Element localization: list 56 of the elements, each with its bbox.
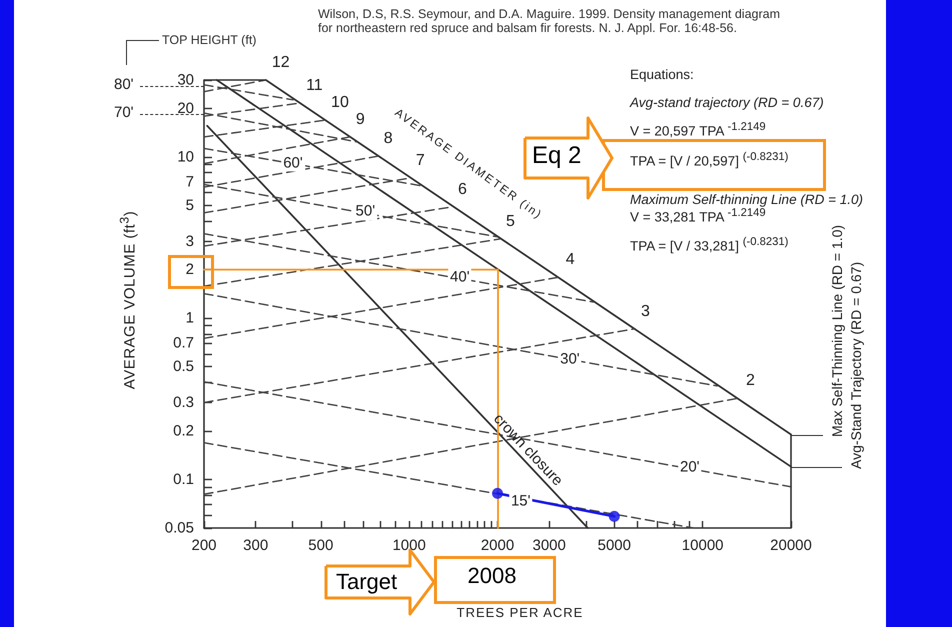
annotation: 50' xyxy=(354,202,378,220)
y-tick-label: 0.5 xyxy=(173,358,194,376)
x-tick-label: 10000 xyxy=(682,537,724,554)
x-tick-label: 5000 xyxy=(598,537,631,554)
annotation: Avg-stand trajectory (RD = 0.67) xyxy=(630,95,824,111)
annotation: Equations: xyxy=(630,67,694,83)
text: Wilson, D.S, R.S. Seymour, and D.A. Maguire. 1999. Density management diagram for northeastern red spruce and balsam fir forests. N. J. Appl. For. 16:48-56. xyxy=(318,7,782,36)
text: 70' xyxy=(114,104,134,122)
series-label: 5 xyxy=(506,212,515,232)
annotation: TPA = [V / 20,597] $^{(-0.8231)}$ xyxy=(630,151,788,170)
annotation: Maximum Self-thinning Line (RD = 1.0) xyxy=(630,192,863,208)
series-label: 4 xyxy=(566,251,575,270)
text: Avg-Stand Trajectory (RD = 0.67) xyxy=(848,262,864,469)
y-tick-label: 0.7 xyxy=(173,334,194,352)
x-tick-label: 300 xyxy=(243,537,268,554)
x-tick-label: 200 xyxy=(191,537,217,554)
x-tick-label: 1000 xyxy=(392,537,426,554)
text: Max Self-Thinning Line (RD = 1.0) xyxy=(829,224,846,436)
annotation: 20' xyxy=(678,458,702,476)
annotation: TPA = [V / 33,281] $^{(-0.8231)}$ xyxy=(630,236,788,254)
y-tick-label: 2 xyxy=(186,261,194,278)
series-label: 10 xyxy=(331,94,349,113)
series-label: 3 xyxy=(640,302,650,322)
annotation: Eq 2 xyxy=(532,142,582,170)
y-tick-label: 3 xyxy=(186,232,194,250)
annotation: 15' xyxy=(508,492,533,510)
annotation: V = 33,281 TPA $^{-1.2149}$ xyxy=(630,207,766,226)
y-tick-label: 0.3 xyxy=(173,394,194,412)
series-label: 11 xyxy=(306,77,323,96)
x-tick-label: 20000 xyxy=(770,537,812,554)
y-tick-label: 10 xyxy=(177,148,194,166)
text: 80' xyxy=(114,76,134,94)
annotation: V = 20,597 TPA $^{-1.2149}$ xyxy=(630,121,766,140)
text: TOP HEIGHT (ft) xyxy=(162,33,256,48)
annotation: 40' xyxy=(448,268,472,286)
text: 2008 xyxy=(468,563,516,588)
y-tick-label: 5 xyxy=(186,196,194,214)
x-axis-title: TREES PER ACRE xyxy=(456,605,584,621)
y-tick-label: 0.1 xyxy=(173,470,194,488)
series-label: 12 xyxy=(272,54,290,72)
y-tick-label: 0.05 xyxy=(164,520,194,536)
x-tick-label: 2000 xyxy=(480,537,514,554)
text: Target xyxy=(336,569,398,594)
x-tick-label: 3000 xyxy=(532,537,566,554)
series-label: 9 xyxy=(356,110,365,130)
y-tick-label: 7 xyxy=(186,173,194,190)
annotation: 60' xyxy=(281,154,305,172)
y-tick-label: 0.2 xyxy=(173,422,194,440)
series-label: 8 xyxy=(384,130,393,149)
y-tick-label: 30 xyxy=(177,72,194,88)
y-tick-label: 20 xyxy=(177,100,194,117)
y-tick-label: 1 xyxy=(186,310,194,327)
x-tick-label: 500 xyxy=(308,537,334,554)
series-label: 7 xyxy=(416,152,425,170)
annotation: 30' xyxy=(558,350,582,368)
series-label: 2 xyxy=(746,372,755,390)
